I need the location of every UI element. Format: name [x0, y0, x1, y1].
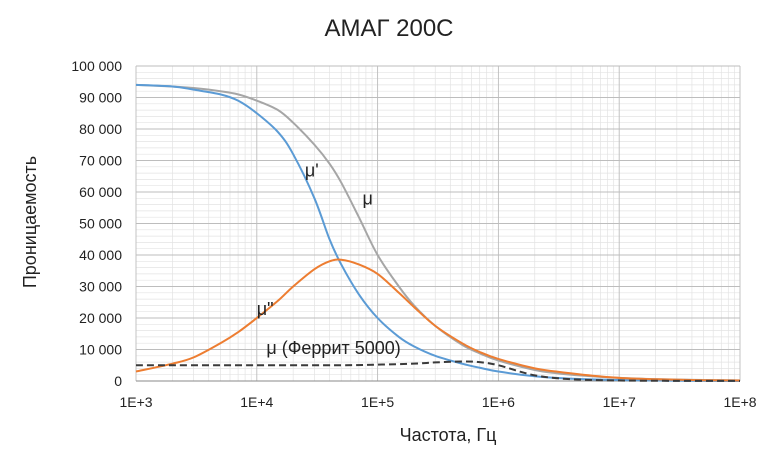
- series-lines: [135, 83, 741, 382]
- y-axis-label: Проницаемость: [20, 156, 40, 288]
- y-tick-label: 90 000: [79, 90, 122, 106]
- y-tick-label: 0: [114, 373, 122, 389]
- x-tick-label: 1E+7: [603, 394, 636, 410]
- series-label: μ: [363, 189, 373, 209]
- y-tick-label: 80 000: [79, 121, 122, 137]
- x-tick-label: 1E+3: [119, 394, 152, 410]
- x-axis-label: Частота, Гц: [400, 425, 497, 445]
- major-gridlines: [135, 65, 741, 382]
- x-tick-label: 1E+8: [723, 394, 756, 410]
- x-tick-label: 1E+6: [482, 394, 515, 410]
- y-tick-label: 30 000: [79, 279, 122, 295]
- x-tick-label: 1E+5: [361, 394, 394, 410]
- chart-title: АМАГ 200С: [324, 15, 453, 42]
- x-tick-labels: 1E+3 1E+4 1E+5 1E+6 1E+7 1E+8: [119, 394, 756, 410]
- y-tick-label: 50 000: [79, 216, 122, 232]
- series-labels: μ' μ μ" μ (Феррит 5000): [257, 160, 401, 358]
- y-tick-label: 100 000: [71, 58, 122, 74]
- y-tick-label: 10 000: [79, 342, 122, 358]
- y-tick-label: 70 000: [79, 153, 122, 169]
- x-tick-label: 1E+4: [240, 394, 273, 410]
- series-label: μ": [257, 299, 274, 319]
- y-tick-label: 40 000: [79, 247, 122, 263]
- y-tick-label: 20 000: [79, 310, 122, 326]
- series-line-mu: [135, 83, 741, 382]
- series-line-ferrite-5000: [135, 360, 741, 382]
- series-label: μ (Феррит 5000): [266, 338, 400, 358]
- y-tick-labels: 0 10 000 20 000 30 000 40 000 50 000 60 000 70 …: [71, 58, 122, 389]
- series-line-mu-double-prime: [135, 258, 741, 382]
- y-tick-label: 60 000: [79, 184, 122, 200]
- series-label: μ': [305, 160, 319, 180]
